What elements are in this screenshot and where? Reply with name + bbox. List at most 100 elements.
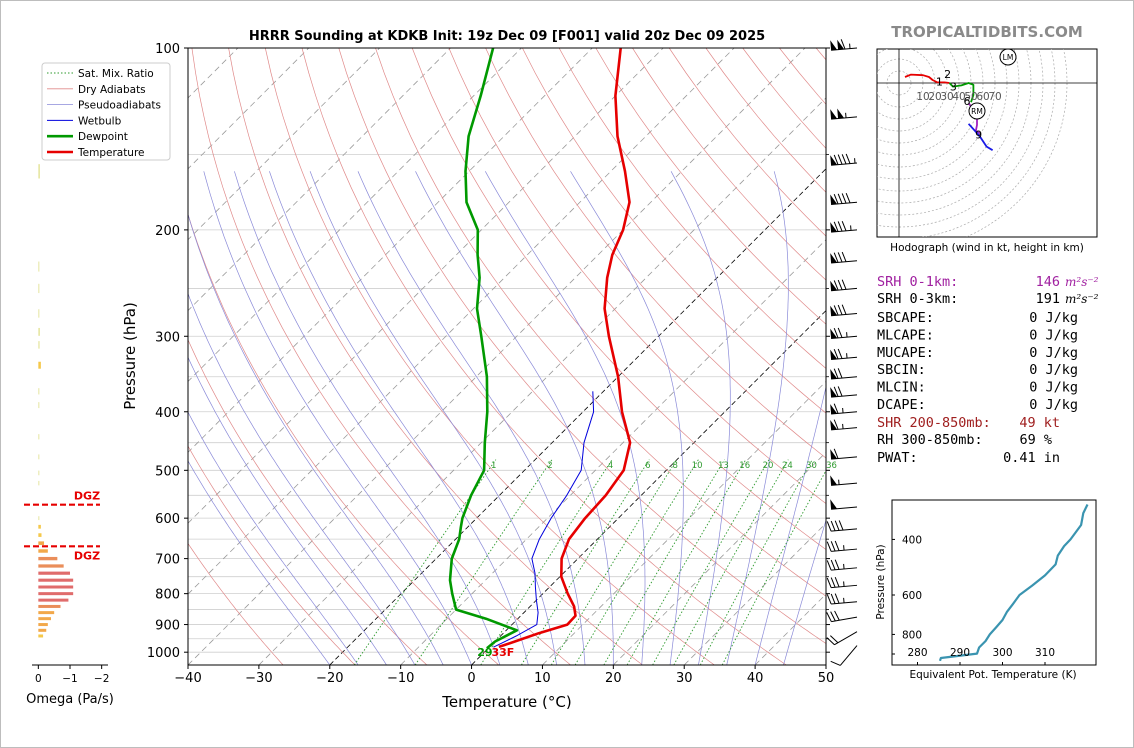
barb-flag (837, 304, 843, 315)
omega-bar (38, 604, 61, 608)
x-tick-label: −30 (245, 671, 272, 686)
dry-adiabat-line (522, 48, 826, 414)
indices-table: SRH 0-1km: 146 m²s⁻² SRH 0-3km: 191 m²s⁻² SBCA… (877, 274, 1099, 466)
storm-motion-label: RM (971, 107, 983, 116)
barb-flag (834, 576, 840, 588)
barb-flag (826, 541, 832, 552)
dry-adiabat-line (448, 48, 826, 505)
barb-flag (841, 304, 847, 315)
barb-pennant (830, 305, 838, 316)
hodograph-segment (937, 81, 950, 84)
isotherm-line (258, 97, 826, 665)
barb-flag (834, 559, 840, 570)
index-value: 146 (1036, 274, 1060, 290)
index-label: MLCIN: (877, 380, 926, 396)
wind-barb (830, 348, 858, 361)
hodograph-ring-label: 40 (952, 91, 965, 103)
mixing-ratio-label: 8 (673, 461, 678, 471)
mixing-ratio-label: 24 (782, 461, 793, 471)
mixing-ratio-line (414, 459, 553, 665)
dry-adiabat-line (595, 48, 826, 325)
barb-flag (830, 520, 836, 531)
barb-pennant (837, 108, 845, 119)
hodograph-segment (948, 82, 975, 103)
isotherm-line (542, 380, 826, 665)
theta-e-y-tick-label: 400 (902, 534, 922, 546)
skewt-axes-frame (187, 47, 827, 666)
pseudoadiabat-line (234, 171, 501, 665)
x-tick-label: −40 (174, 671, 201, 686)
surface-dewpoint-label: 29 (477, 646, 492, 659)
mixing-ratio-line (626, 459, 747, 665)
barb-flag (830, 635, 839, 644)
omega-bar (38, 564, 64, 568)
pseudoadiabat-line (309, 171, 557, 665)
index-value: 69 % (1019, 432, 1052, 448)
series-dewpoint (448, 48, 519, 650)
index-value: 49 kt (1019, 415, 1060, 431)
hodograph-ring-label: 30 (940, 91, 953, 103)
wind-barb (830, 220, 858, 233)
barb-pennant (830, 194, 838, 205)
barb-staff (831, 528, 858, 532)
legend-label: Pseudoadiabats (78, 100, 161, 112)
wind-barb (830, 403, 858, 415)
hodograph-ring-label: 60 (976, 91, 989, 103)
hodograph-ring-label: 50 (964, 91, 977, 103)
hodograph-height-label: 3 (950, 80, 957, 93)
theta-e-y-tick-label: 600 (902, 590, 922, 602)
dry-adiabat-line (188, 213, 499, 665)
barb-flag (837, 368, 843, 379)
pseudoadiabat-line (188, 356, 387, 665)
mixing-ratio-label: 1 (491, 461, 496, 471)
omega-x-tick-label: −1 (62, 673, 77, 685)
mixing-ratio-label: 6 (645, 461, 650, 471)
dry-adiabat-line (188, 445, 356, 665)
omega-bar (38, 585, 74, 589)
omega-bar (38, 533, 42, 537)
legend: Sat. Mix. Ratio Dry Adiabats Pseudoadiabat… (41, 62, 171, 161)
y-tick-label: 900 (155, 619, 180, 634)
omega-axis-label: Omega (Pa/s) (26, 692, 114, 707)
theta-e-frame (891, 499, 1097, 666)
pseudoadiabat-line (203, 171, 472, 665)
wind-barb (826, 540, 858, 552)
mixing-ratio-line (574, 459, 699, 665)
omega-x-tick-label: 0 (35, 673, 42, 685)
mixing-ratio-line (721, 469, 826, 665)
wind-barb (826, 576, 858, 589)
index-label: SBCAPE: (877, 310, 934, 326)
dry-adiabat-line (338, 48, 826, 645)
dry-adiabat-line (375, 48, 826, 597)
barb-flag (833, 221, 839, 232)
hodograph-height-label: 9 (975, 128, 982, 141)
hodograph-height-label: 1 (936, 75, 943, 88)
wind-barb (830, 499, 858, 510)
omega-bar (38, 327, 40, 336)
omega-bar (38, 623, 48, 627)
barb-flag (830, 593, 836, 604)
barb-flag (826, 637, 835, 646)
omega-x-tick-label: −2 (94, 673, 109, 685)
surface-temperature-label: 33F (491, 646, 514, 659)
mixing-ratio-line (550, 459, 678, 665)
barb-flag (837, 327, 843, 338)
hodograph-height-label: 6 (964, 95, 971, 108)
isotherm-line (400, 239, 826, 665)
dry-adiabat-line (188, 338, 428, 665)
mixing-ratio-label: 30 (806, 461, 817, 471)
wind-barb (830, 419, 858, 431)
index-value: 0 J/kg (1029, 345, 1078, 361)
y-tick-label: 400 (155, 406, 180, 421)
barb-pennant (830, 499, 838, 510)
mixing-ratio-line (652, 459, 770, 665)
omega-bar (38, 578, 74, 582)
barb-flag (833, 419, 839, 430)
dry-adiabat-line (301, 48, 787, 665)
hodograph (877, 49, 1097, 237)
barb-flag (833, 194, 839, 205)
omega-bar (38, 402, 40, 409)
barb-pennant (830, 404, 838, 415)
